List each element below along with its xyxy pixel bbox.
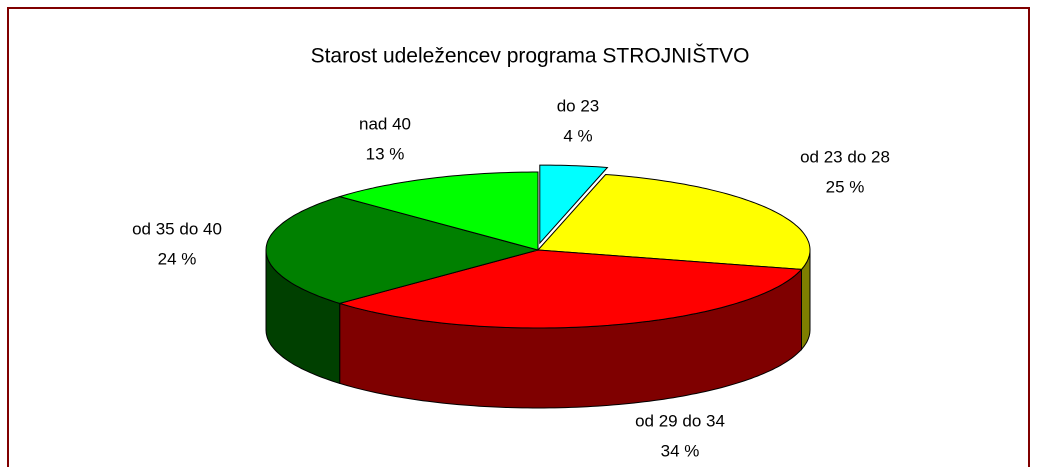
slice-label: od 29 do 34 bbox=[635, 411, 725, 430]
slice-value-label: 34 % bbox=[661, 441, 700, 460]
slice bbox=[265, 196, 540, 304]
slice-value-label: 13 % bbox=[366, 144, 405, 163]
slice bbox=[536, 173, 811, 270]
slice bbox=[539, 164, 609, 245]
slice-value-label: 24 % bbox=[158, 249, 197, 268]
chart-title: Starost udeležencev programa STROJNIŠTVO bbox=[311, 45, 750, 68]
slice-label: od 23 do 28 bbox=[800, 147, 890, 166]
slice bbox=[337, 249, 803, 329]
slice-value-label: 4 % bbox=[563, 126, 592, 145]
slice bbox=[337, 171, 539, 251]
slice-value-label: 25 % bbox=[826, 177, 865, 196]
slice-label: do 23 bbox=[557, 96, 600, 115]
slice-label: nad 40 bbox=[359, 114, 411, 133]
slice-label: od 35 do 40 bbox=[132, 219, 222, 238]
